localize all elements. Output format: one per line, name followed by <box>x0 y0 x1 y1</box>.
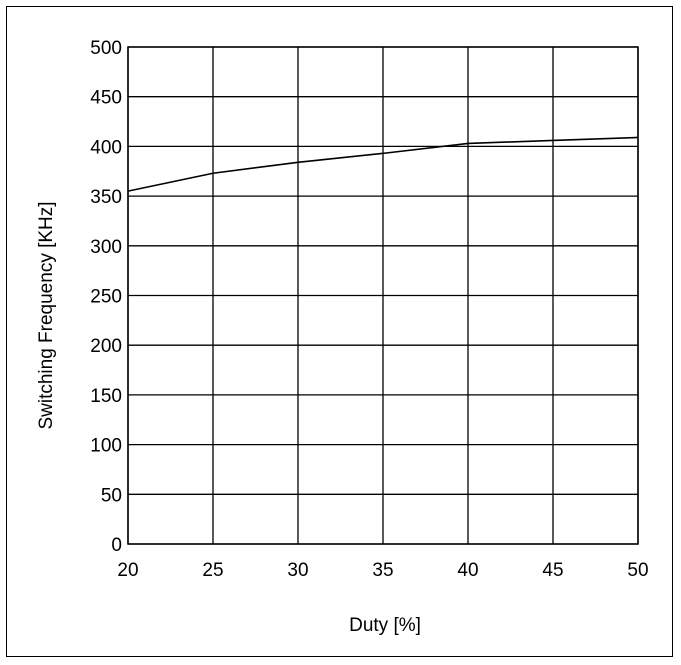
x-tick-label: 45 <box>542 560 563 581</box>
series-layer <box>127 136 639 192</box>
y-axis-title: Switching Frequency [KHz] <box>36 201 57 429</box>
x-tick-label: 35 <box>372 560 393 581</box>
grid-layer <box>127 46 639 545</box>
x-tick-labels: 20 25 30 35 40 45 50 <box>117 560 648 581</box>
y-tick-label: 100 <box>90 436 122 457</box>
chart-frame <box>6 6 673 657</box>
y-tick-label: 500 <box>90 38 122 59</box>
series-line <box>127 136 639 192</box>
y-tick-label: 300 <box>90 237 122 258</box>
x-axis-title: Duty [%] <box>349 615 421 636</box>
x-tick-label: 25 <box>202 560 223 581</box>
x-tick-label: 50 <box>627 560 648 581</box>
y-tick-label: 450 <box>90 88 122 109</box>
y-tick-labels: 0 50 100 150 200 250 300 350 400 450 500 <box>90 38 122 556</box>
y-tick-label: 400 <box>90 137 122 158</box>
plot-border <box>127 46 639 545</box>
x-tick-label: 40 <box>457 560 478 581</box>
y-tick-label: 50 <box>101 485 122 506</box>
y-tick-label: 350 <box>90 187 122 208</box>
y-tick-label: 0 <box>111 535 122 556</box>
y-tick-label: 150 <box>90 386 122 407</box>
x-tick-label: 20 <box>117 560 138 581</box>
y-tick-label: 200 <box>90 336 122 357</box>
y-tick-label: 250 <box>90 287 122 308</box>
x-tick-label: 30 <box>287 560 308 581</box>
